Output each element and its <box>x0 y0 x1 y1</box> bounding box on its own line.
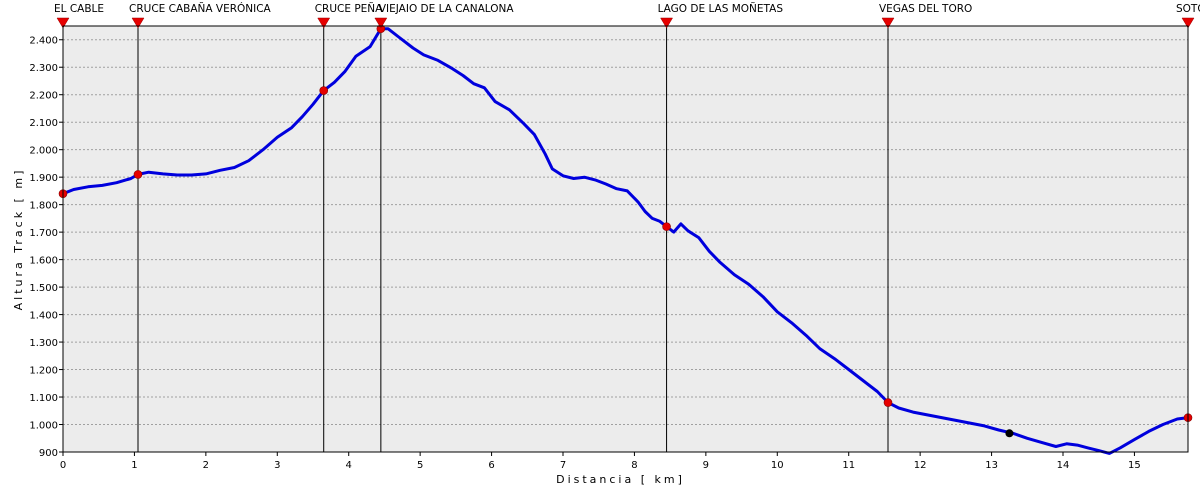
y-tick-label: 2.400 <box>29 36 58 47</box>
plot-frame <box>62 25 1189 453</box>
y-tick-label: 1.700 <box>29 228 58 239</box>
y-tick-labels: 900 1.000 1.100 1.200 1.300 1.400 1.500 1.600 1.… <box>29 36 58 459</box>
x-tick-label: 7 <box>560 460 566 471</box>
waypoint-marker <box>662 222 671 231</box>
waypoint-markers <box>58 24 1193 438</box>
waypoint-triangle <box>881 17 895 29</box>
x-tick-label: 1 <box>131 460 137 471</box>
y-tick-label: 2.000 <box>29 146 58 157</box>
x-tick-label: 4 <box>346 460 352 471</box>
y-tick-label: 1.800 <box>29 201 58 212</box>
waypoint-label: LAGO DE LAS MOÑETAS <box>658 2 784 15</box>
x-tick-label: 8 <box>631 460 637 471</box>
y-tick-label: 2.200 <box>29 91 58 102</box>
x-tick-label: 3 <box>274 460 280 471</box>
x-axis-title: Distancia [ km] <box>556 473 685 486</box>
waypoint-triangle <box>374 17 388 29</box>
x-tick-label: 11 <box>842 460 855 471</box>
x-tick-label: 9 <box>703 460 709 471</box>
waypoint-marker <box>319 86 329 95</box>
waypoint-triangle <box>131 17 145 29</box>
y-tick-label: 1.100 <box>29 393 58 404</box>
waypoint-label: CRUCE CABAÑA VERÓNICA <box>129 2 272 15</box>
waypoint-label: CRUCE PEÑA <box>315 2 383 15</box>
y-tick-label: 1.900 <box>29 173 58 184</box>
y-tick-label: 1.000 <box>29 421 58 432</box>
waypoint-marker <box>883 398 893 407</box>
waypoint-label: VEGAS DEL TORO <box>879 3 972 15</box>
waypoint-marker <box>133 170 143 179</box>
plot-area <box>63 26 1188 452</box>
waypoint-label: EL CABLE <box>54 3 104 15</box>
elevation-line <box>62 27 1189 455</box>
waypoint-label: SOTO <box>1176 3 1200 15</box>
x-tick-label: 13 <box>985 460 998 471</box>
waypoint-label: VIEJAIO DE LA CANALONA <box>379 3 515 15</box>
position-marker <box>1005 429 1014 438</box>
y-tick-label: 2.100 <box>29 118 58 129</box>
x-tick-label: 6 <box>488 460 494 471</box>
x-tick-labels: 0 1 2 3 4 5 6 7 8 9 10 11 12 13 14 15 <box>60 460 1141 471</box>
y-tick-label: 1.200 <box>29 366 58 377</box>
y-tick-label: 1.600 <box>29 256 58 267</box>
grid-lines <box>59 39 1188 456</box>
x-tick-label: 10 <box>771 460 784 471</box>
y-tick-label: 1.400 <box>29 311 58 322</box>
y-tick-label: 1.500 <box>29 283 58 294</box>
waypoint-triangle <box>1181 17 1195 29</box>
waypoint-triangle <box>660 17 674 29</box>
y-tick-label: 2.300 <box>29 63 58 74</box>
y-axis-title: Altura Track [ m] <box>12 168 25 311</box>
x-tick-label: 0 <box>60 460 66 471</box>
y-tick-label: 900 <box>39 448 58 459</box>
x-tick-label: 5 <box>417 460 423 471</box>
waypoint-triangle <box>56 17 70 29</box>
waypoint-labels: EL CABLE CRUCE CABAÑA VERÓNICA CRUCE PEÑAV… <box>54 2 1200 29</box>
x-tick-label: 2 <box>203 460 209 471</box>
y-tick-label: 1.300 <box>29 338 58 349</box>
waypoint-triangle <box>317 17 331 29</box>
x-tick-label: 12 <box>914 460 927 471</box>
x-tick-label: 15 <box>1128 460 1141 471</box>
x-tick-label: 14 <box>1057 460 1070 471</box>
